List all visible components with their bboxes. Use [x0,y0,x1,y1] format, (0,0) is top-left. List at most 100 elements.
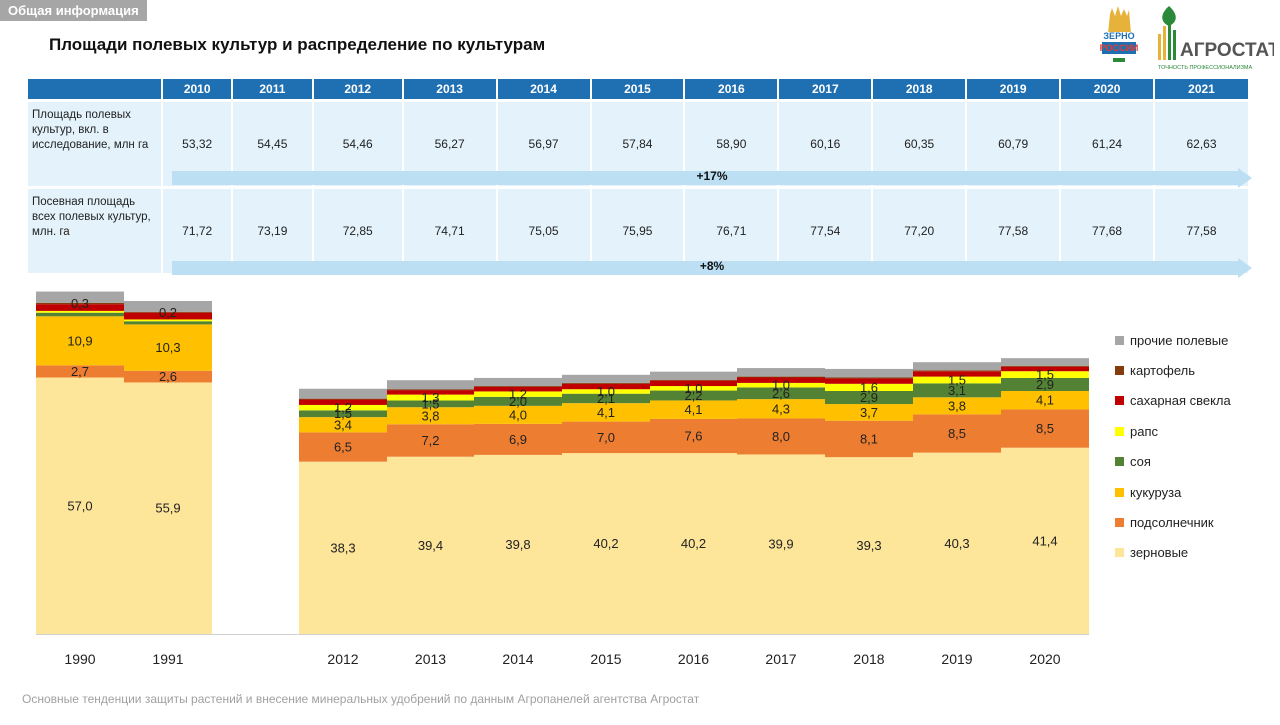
growth-arrow-sown-area: +8% [172,258,1252,278]
area-segment-4-1 [124,319,212,322]
area-segment-2-4 [474,405,562,424]
area-segment-6-5 [562,382,650,384]
area-segment-4-8 [825,383,913,391]
area-segment-5-7 [737,377,825,383]
year-header: 2016 [685,79,778,99]
data-label: 39,4 [418,538,443,553]
data-label: 1,5 [1036,367,1054,382]
data-label: 40,2 [681,536,706,551]
area-segment-3-8 [825,391,913,405]
area-segment-0-9 [913,452,1001,634]
logos-svg: ЗЕРНО РОССИИ АГРОСТАТ ТОЧНОСТЬ ПРОФЕССИО… [1100,6,1280,71]
data-label: 2,6 [772,386,790,401]
data-label: 1,0 [597,384,615,399]
year-header: 2018 [873,79,966,99]
agrostat-logo: АГРОСТАТ ТОЧНОСТЬ ПРОФЕССИОНАЛИЗМА [1158,6,1280,71]
area-segment-7-9 [913,362,1001,371]
data-label: 8,0 [772,429,790,444]
data-label: 2,7 [71,364,89,379]
x-tick-label: 1990 [64,651,95,667]
section-tag: Общая информация [0,0,147,21]
data-label: 7,6 [684,429,702,444]
logo-group: ЗЕРНО РОССИИ АГРОСТАТ ТОЧНОСТЬ ПРОФЕССИО… [1098,4,1280,72]
table-cell: 73,19 [233,186,312,273]
area-segment-3-6 [650,390,737,401]
area-segment-1-8 [825,420,913,458]
legend-label: соя [1130,454,1151,470]
year-header: 2017 [779,79,872,99]
arrow-head [1238,168,1252,188]
data-label: 2,2 [684,388,702,403]
area-segment-5-0 [36,304,124,311]
data-label: 39,9 [768,537,793,552]
area-segment-7-10 [1001,358,1089,366]
table-cell: 77,58 [967,186,1060,273]
data-label: 1,5 [334,406,352,421]
area-segment-6-0 [36,302,124,305]
area-segment-4-5 [562,389,650,394]
page-title: Площади полевых культур и распределение … [49,35,546,54]
data-label: 1,0 [684,381,702,396]
area-segment-7-6 [650,371,737,380]
legend-label: прочие полевые [1130,332,1229,348]
data-label: 1,5 [948,372,966,387]
area-segment-0-3 [387,456,474,634]
legend-label: сахарная свекла [1130,393,1231,409]
area-segment-5-8 [825,378,913,384]
x-tick-label: 2015 [590,651,621,667]
area-segment-6-6 [650,379,737,381]
area-segment-0-0 [36,377,124,634]
area-segment-3-7 [737,387,825,400]
legend-label: картофель [1130,363,1196,379]
table-cell: 75,05 [497,186,590,273]
x-tick-label: 2017 [765,651,796,667]
growth-label: +8% [699,259,725,273]
table-cell: 76,71 [685,186,778,273]
data-label: 39,8 [505,537,530,552]
year-header: 2020 [1061,79,1154,99]
area-segment-2-9 [913,397,1001,415]
area-segment-1-3 [387,424,474,457]
year-header: 2019 [967,79,1060,99]
data-label: 7,0 [597,430,615,445]
area-segment-6-3 [387,389,474,391]
area-segment-0-10 [1001,447,1089,634]
area-segment-4-7 [737,382,825,388]
area-segment-5-6 [650,380,737,387]
area-segment-3-2 [299,410,387,418]
x-tick-label: 2020 [1029,651,1060,667]
area-segment-5-4 [474,386,562,392]
legend-swatch [1115,396,1124,406]
area-segment-6-4 [474,386,562,387]
area-segment-5-3 [387,390,474,395]
crop-distribution-chart: 57,02,710,90,355,92,610,30,238,36,53,41,… [36,291,1089,667]
legend-label: рапс [1130,423,1158,439]
x-tick-label: 2013 [415,651,446,667]
arrow-head [1238,258,1252,278]
area-segment-2-6 [650,400,737,419]
growth-arrow-field-crops: +17% [172,168,1252,188]
data-label: 10,3 [155,340,180,355]
table-cell: 77,54 [779,186,872,273]
area-segment-3-10 [1001,377,1089,391]
arrow-bar [172,171,1238,185]
legend-swatch [1115,335,1124,345]
area-segment-4-9 [913,376,1001,384]
data-label: 55,9 [155,501,180,516]
legend-item: кукуруза [1115,477,1231,507]
table-row: Посевная площадь всех полевых культур, м… [28,186,1248,273]
table-cell: 77,58 [1155,186,1248,273]
legend-swatch [1115,426,1124,436]
legend-item: прочие полевые [1115,325,1231,355]
area-segment-4-0 [36,310,124,313]
x-tick-label: 1991 [152,651,183,667]
area-segment-1-9 [913,414,1001,453]
area-segment-7-4 [474,377,562,387]
data-label: 8,1 [860,431,878,446]
area-segment-3-0 [36,312,124,317]
legend-swatch [1115,487,1124,497]
data-label: 38,3 [330,540,355,555]
area-segment-1-4 [474,423,562,455]
data-label: 6,9 [509,432,527,447]
zerno-rossii-logo: ЗЕРНО РОССИИ [1100,6,1138,62]
